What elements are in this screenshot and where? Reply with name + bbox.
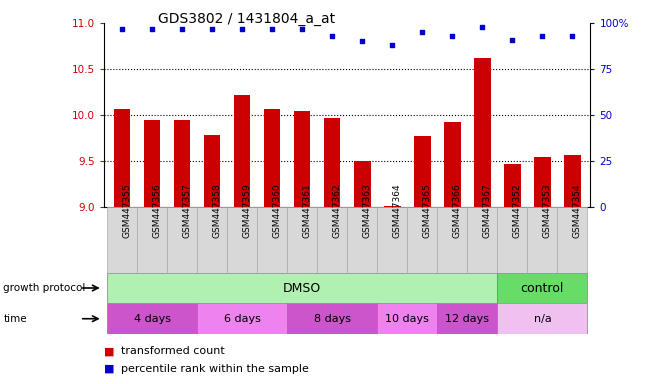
Bar xyxy=(437,303,497,334)
Text: GSM447359: GSM447359 xyxy=(242,183,251,238)
Point xyxy=(267,25,278,31)
Point xyxy=(447,33,458,39)
Bar xyxy=(377,303,437,334)
Text: GSM447354: GSM447354 xyxy=(572,183,582,238)
Point xyxy=(147,25,158,31)
Text: GSM447353: GSM447353 xyxy=(542,183,552,238)
Text: time: time xyxy=(3,314,27,324)
Bar xyxy=(497,303,588,334)
Point xyxy=(567,33,578,39)
Point xyxy=(237,25,248,31)
Bar xyxy=(287,207,317,273)
Bar xyxy=(497,207,527,273)
Bar xyxy=(167,207,197,273)
Text: GSM447363: GSM447363 xyxy=(362,183,371,238)
Text: GSM447362: GSM447362 xyxy=(332,183,342,238)
Bar xyxy=(504,164,521,207)
Text: 12 days: 12 days xyxy=(446,314,489,324)
Text: GSM447366: GSM447366 xyxy=(452,183,462,238)
Bar xyxy=(197,207,227,273)
Bar xyxy=(287,303,377,334)
Text: 6 days: 6 days xyxy=(223,314,260,324)
Point xyxy=(477,24,488,30)
Bar xyxy=(257,207,287,273)
Bar xyxy=(348,207,377,273)
Point xyxy=(507,36,518,43)
Text: GSM447360: GSM447360 xyxy=(272,183,281,238)
Text: growth protocol: growth protocol xyxy=(3,283,86,293)
Point xyxy=(207,25,217,31)
Text: GSM447357: GSM447357 xyxy=(182,183,191,238)
Text: GDS3802 / 1431804_a_at: GDS3802 / 1431804_a_at xyxy=(158,12,335,25)
Bar xyxy=(377,207,407,273)
Bar xyxy=(407,207,437,273)
Text: GSM447358: GSM447358 xyxy=(212,183,221,238)
Bar xyxy=(197,303,287,334)
Bar xyxy=(107,207,137,273)
Bar xyxy=(227,207,257,273)
Bar xyxy=(234,95,250,207)
Text: n/a: n/a xyxy=(533,314,552,324)
Bar xyxy=(527,207,558,273)
Bar xyxy=(468,207,497,273)
Bar xyxy=(144,120,160,207)
Point xyxy=(537,33,548,39)
Bar xyxy=(324,118,340,207)
Point xyxy=(327,33,338,39)
Text: ■: ■ xyxy=(104,364,115,374)
Bar xyxy=(107,303,197,334)
Text: 4 days: 4 days xyxy=(134,314,170,324)
Point xyxy=(357,38,368,45)
Bar xyxy=(414,136,431,207)
Bar xyxy=(354,161,370,207)
Bar xyxy=(497,273,588,303)
Bar xyxy=(564,155,580,207)
Text: 10 days: 10 days xyxy=(385,314,429,324)
Text: GSM447361: GSM447361 xyxy=(302,183,311,238)
Text: 8 days: 8 days xyxy=(314,314,351,324)
Text: GSM447367: GSM447367 xyxy=(482,183,491,238)
Text: GSM447364: GSM447364 xyxy=(393,183,401,238)
Text: DMSO: DMSO xyxy=(283,281,321,295)
Bar xyxy=(444,122,460,207)
Text: control: control xyxy=(521,281,564,295)
Text: GSM447356: GSM447356 xyxy=(152,183,161,238)
Text: GSM447352: GSM447352 xyxy=(513,183,521,238)
Text: GSM447355: GSM447355 xyxy=(122,183,131,238)
Bar xyxy=(264,109,280,207)
Bar xyxy=(107,273,497,303)
Bar xyxy=(437,207,468,273)
Bar xyxy=(294,111,311,207)
Point xyxy=(176,25,187,31)
Text: ■: ■ xyxy=(104,346,115,356)
Bar xyxy=(137,207,167,273)
Point xyxy=(417,29,427,35)
Point xyxy=(387,42,398,48)
Bar xyxy=(384,205,401,207)
Text: GSM447365: GSM447365 xyxy=(422,183,431,238)
Bar xyxy=(558,207,588,273)
Text: transformed count: transformed count xyxy=(121,346,225,356)
Bar xyxy=(534,157,551,207)
Bar xyxy=(474,58,491,207)
Bar xyxy=(174,120,191,207)
Point xyxy=(117,25,127,31)
Point xyxy=(297,25,307,31)
Text: percentile rank within the sample: percentile rank within the sample xyxy=(121,364,309,374)
Bar xyxy=(114,109,130,207)
Bar xyxy=(204,136,220,207)
Bar xyxy=(317,207,348,273)
